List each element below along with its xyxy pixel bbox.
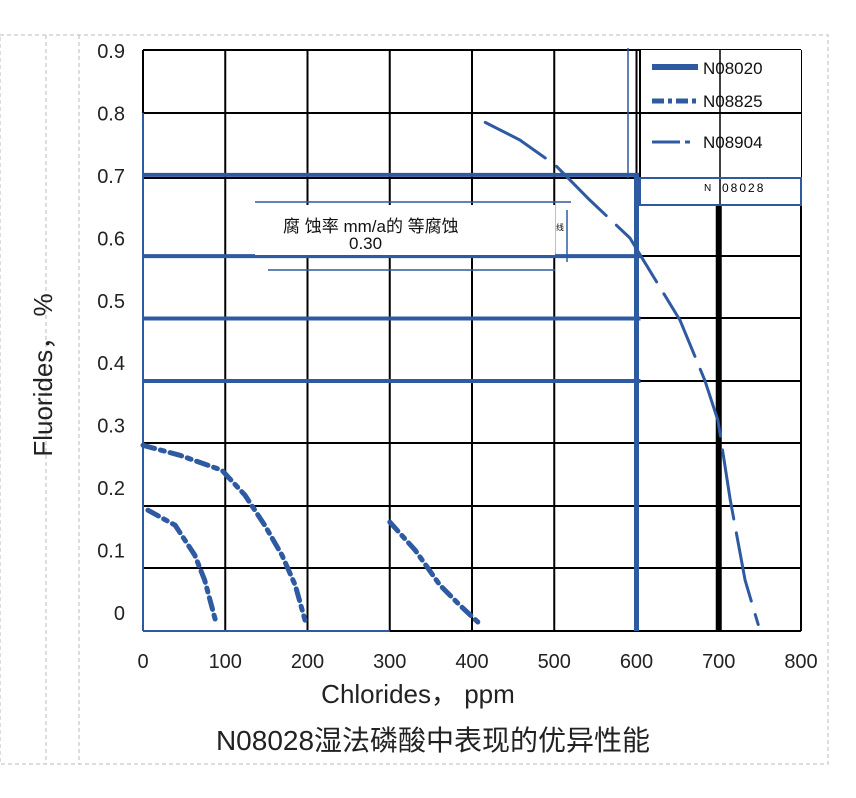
series-line-3 — [483, 120, 760, 626]
legend-label-n08904: N08904 — [703, 133, 763, 152]
x-tick-label: 400 — [455, 651, 488, 673]
annotation-text: 腐 蚀率 mm/a的 等腐蚀 — [283, 217, 459, 236]
y-tick-label: 0.3 — [97, 416, 125, 438]
y-tick-label: 0.5 — [97, 291, 125, 313]
page-frame — [0, 34, 829, 765]
x-tick-label: 500 — [538, 651, 571, 673]
y-tick-label: 0.6 — [97, 228, 125, 250]
y-tick-label: 0.1 — [97, 541, 125, 563]
annotation-suffix: 线 — [556, 222, 564, 232]
legend-extra-code: 08028 — [722, 181, 765, 195]
y-tick-label: 0.2 — [97, 478, 125, 500]
legend: N08020 N08825 N08904 N 08028 — [639, 50, 802, 206]
legend-extra-prefix: N — [704, 183, 711, 194]
y-tick-labels: 0.9 0.8 0.7 0.6 0.5 0.4 0.3 0.2 0.1 0 — [97, 41, 125, 625]
x-tick-label: 800 — [784, 651, 817, 673]
series-line-0 — [140, 442, 308, 623]
series-group — [140, 120, 760, 626]
annotation: 腐 蚀率 mm/a的 等腐蚀 线 0.30 — [255, 201, 571, 271]
annotation-value: 0.30 — [349, 234, 382, 253]
x-tick-label: 0 — [137, 651, 148, 673]
y-tick-label: 0.4 — [97, 353, 125, 375]
x-tick-label: 300 — [373, 651, 406, 673]
y-tick-label: 0.7 — [97, 166, 125, 188]
x-tick-label: 100 — [209, 651, 242, 673]
series-line-2 — [387, 519, 481, 625]
y-axis-label: Fluorides， % — [28, 293, 58, 456]
y-tick-label: 0.8 — [97, 103, 125, 125]
x-tick-label: 700 — [702, 651, 735, 673]
series-line-1 — [145, 507, 218, 623]
y-tick-label: 0.9 — [97, 41, 125, 63]
x-tick-label: 200 — [291, 651, 324, 673]
boundary-lines — [143, 48, 722, 631]
legend-label-n08020: N08020 — [703, 59, 763, 78]
y-tick-label: 0 — [114, 603, 125, 625]
legend-label-n08825: N08825 — [703, 92, 763, 111]
x-tick-labels: 0 100 200 300 400 500 600 700 800 — [137, 651, 817, 673]
chart-title: N08028湿法磷酸中表现的优异性能 — [216, 725, 650, 756]
x-tick-label: 600 — [620, 651, 653, 673]
x-axis-label: Chlorides， ppm — [321, 679, 515, 709]
